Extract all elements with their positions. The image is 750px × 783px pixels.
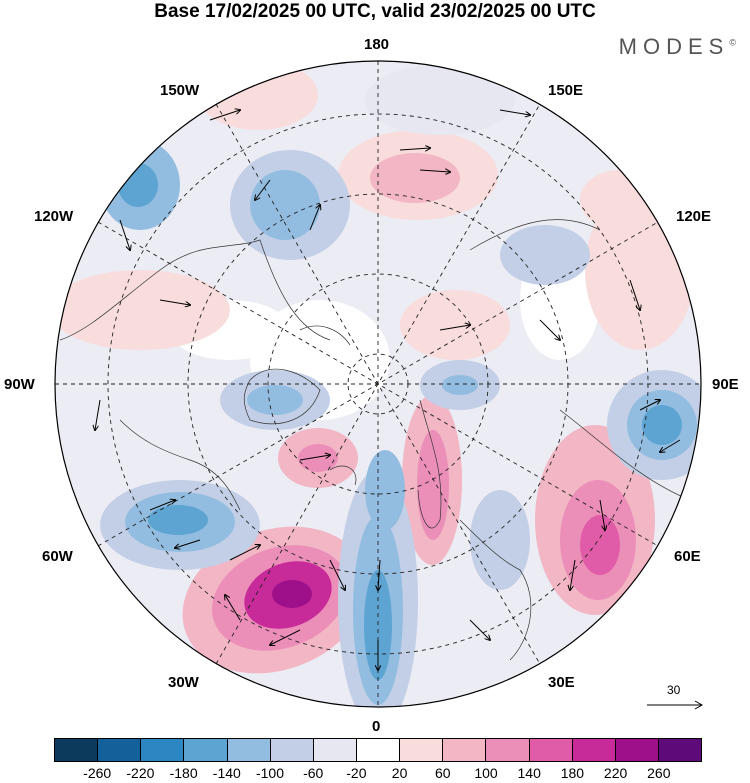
colorbar-swatch (313, 739, 357, 761)
colorbar-tick-label: -60 (303, 765, 324, 781)
lon-label-30w: 30W (168, 674, 199, 691)
colorbar-swatch (356, 739, 401, 761)
colorbar-swatch (400, 739, 444, 761)
colorbar-swatch (529, 739, 573, 761)
colorbar-tick-label: 20 (391, 765, 408, 781)
colorbar-tick-label: -220 (126, 765, 155, 781)
colorbar-swatch (98, 739, 142, 761)
colorbar-tick-label: -260 (83, 765, 112, 781)
anomaly-field (55, 61, 701, 707)
lon-label-90w: 90W (4, 376, 35, 393)
colorbar-swatch (270, 739, 314, 761)
colorbar-tick-label: -140 (212, 765, 241, 781)
lon-label-60w: 60W (42, 548, 73, 565)
lon-label-150w: 150W (160, 82, 200, 99)
polar-map (54, 60, 702, 708)
colorbar-tick-label: 220 (603, 765, 628, 781)
colorbar-swatch (658, 739, 702, 761)
colorbar-tick-label: -100 (255, 765, 285, 781)
lon-label-0: 0 (372, 718, 381, 735)
plot-title: Base 17/02/2025 00 UTC, valid 23/02/2025… (154, 1, 596, 22)
lon-label-120e: 120E (676, 208, 712, 225)
reference-vector: 30 (645, 683, 705, 713)
colorbar-tick-label: -20 (346, 765, 367, 781)
brand-logo: MODES© (619, 34, 736, 60)
colorbar-tick-label: 260 (647, 765, 671, 781)
colorbar-swatch (615, 739, 659, 761)
colorbar-tick-label: 140 (517, 765, 541, 781)
colorbar (54, 738, 702, 762)
reference-arrow-icon (647, 700, 704, 710)
colorbar-swatch (443, 739, 487, 761)
colorbar-swatch (572, 739, 616, 761)
reference-vector-label: 30 (667, 683, 681, 697)
wind-vectors (95, 110, 681, 670)
colorbar-swatch (227, 739, 271, 761)
colorbar-swatch (141, 739, 185, 761)
colorbar-tick-label: 60 (435, 765, 451, 781)
lon-label-120w: 120W (34, 208, 74, 225)
brand-text: MODES (618, 34, 730, 59)
colorbar-swatch (55, 739, 99, 761)
lon-label-180: 180 (364, 36, 390, 53)
lon-label-30e: 30E (548, 674, 575, 691)
lon-label-150e: 150E (548, 82, 584, 99)
lon-label-90e: 90E (712, 376, 739, 393)
colorbar-swatch (486, 739, 530, 761)
graticule (55, 61, 701, 707)
coastlines (59, 219, 691, 661)
colorbar-swatch (184, 739, 228, 761)
brand-mark: © (729, 37, 736, 48)
colorbar-tick-label: -180 (169, 765, 198, 781)
colorbar-tick-label: 100 (474, 765, 498, 781)
lon-label-60e: 60E (674, 548, 701, 565)
colorbar-ticks: -260 -220 -180 -140 -100 -60 -20 20 60 100 140 180 2… (54, 765, 702, 783)
colorbar-tick-label: 180 (560, 765, 585, 781)
map-boundary (54, 60, 702, 708)
